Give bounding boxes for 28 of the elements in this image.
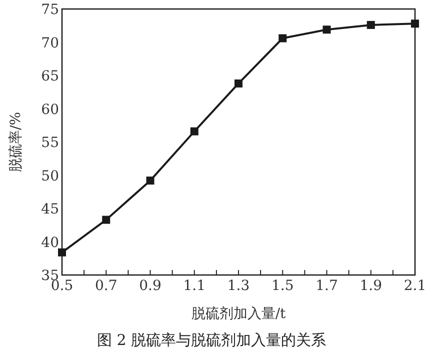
- y-tick-label: 40: [41, 234, 59, 251]
- y-tick-label: 70: [41, 35, 59, 52]
- x-tick-label: 1.7: [316, 278, 338, 294]
- x-tick-label: 1.9: [360, 278, 382, 294]
- point: [190, 127, 198, 136]
- y-tick-label: 75: [41, 2, 59, 18]
- y-axis-title: 脱硫率/%: [8, 112, 24, 172]
- x-axis-title: 脱硫剂加入量/t: [191, 306, 286, 322]
- x-tick-label: 1.3: [227, 278, 250, 294]
- point: [102, 216, 110, 224]
- text: 图 2 脱硫率与脱硫剂加入量的关系: [96, 331, 326, 349]
- x-tick-label: 2.1: [404, 278, 426, 294]
- y-tick-label: 45: [41, 202, 59, 218]
- x-tick-label: 0.9: [139, 278, 162, 294]
- point: [322, 26, 331, 34]
- x-tick-label: 0.7: [94, 278, 118, 294]
- y-tick-label: 50: [41, 168, 59, 184]
- point: [366, 20, 375, 29]
- y-tick-label: 65: [41, 68, 59, 84]
- point: [146, 176, 154, 185]
- point: [234, 79, 242, 88]
- x-tick-label: 1.1: [183, 278, 206, 294]
- y-tick-label: 60: [41, 102, 59, 118]
- point: [278, 34, 287, 42]
- y-tick-label: 55: [41, 135, 59, 151]
- x-tick-label: 1.5: [271, 278, 294, 294]
- point: [411, 20, 419, 28]
- point: [58, 248, 66, 256]
